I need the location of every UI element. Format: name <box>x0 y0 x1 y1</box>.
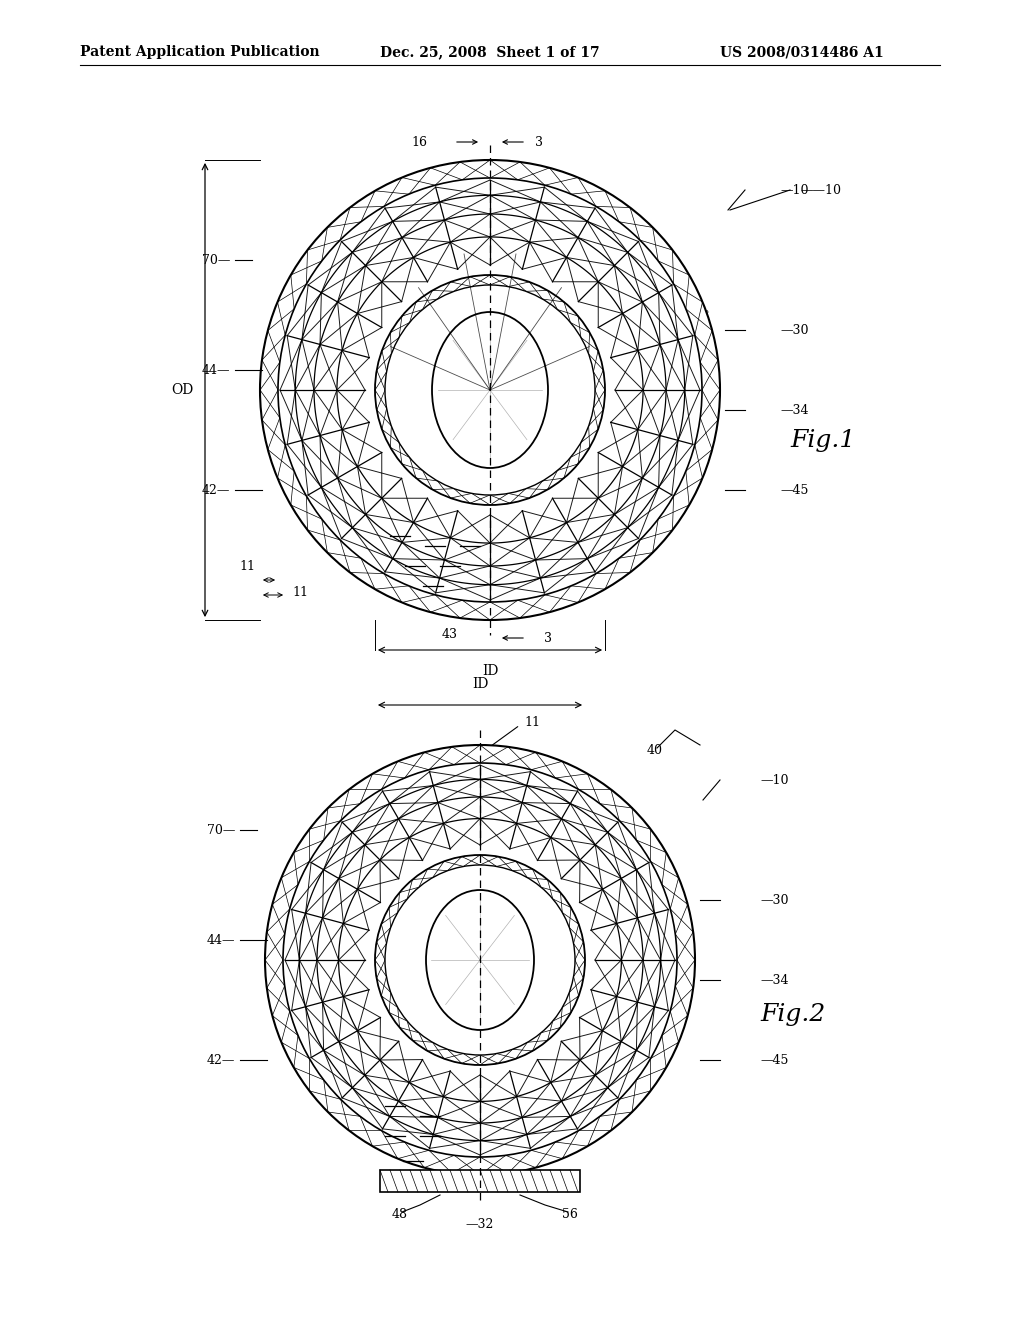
Text: 70—: 70— <box>202 253 230 267</box>
Text: OD: OD <box>171 383 193 397</box>
Ellipse shape <box>385 865 575 1055</box>
Text: 50: 50 <box>422 1123 438 1137</box>
Text: US 2008/0314486 A1: US 2008/0314486 A1 <box>720 45 884 59</box>
Text: ID: ID <box>482 664 499 678</box>
Text: 12: 12 <box>452 413 468 426</box>
Text: Patent Application Publication: Patent Application Publication <box>80 45 319 59</box>
Bar <box>380 1170 580 1192</box>
Text: 41: 41 <box>467 433 483 446</box>
Text: ID: ID <box>472 677 488 690</box>
Text: —45: —45 <box>780 483 808 496</box>
Ellipse shape <box>278 178 702 602</box>
Text: 50: 50 <box>408 553 423 566</box>
Text: 50: 50 <box>422 1104 438 1117</box>
Text: Fig.1: Fig.1 <box>790 429 855 451</box>
Text: tᵢ: tᵢ <box>540 374 548 387</box>
Text: —30: —30 <box>760 894 788 907</box>
Ellipse shape <box>260 160 720 620</box>
Text: 42—: 42— <box>202 483 230 496</box>
Text: 3: 3 <box>544 631 552 644</box>
Text: Dec. 25, 2008  Sheet 1 of 17: Dec. 25, 2008 Sheet 1 of 17 <box>380 45 600 59</box>
Text: 40: 40 <box>647 743 663 756</box>
Text: 60: 60 <box>427 363 443 376</box>
Text: 20: 20 <box>480 950 496 964</box>
Text: 50: 50 <box>406 1148 421 1162</box>
Text: 50: 50 <box>442 553 458 566</box>
Text: 14: 14 <box>660 513 676 527</box>
Text: 56: 56 <box>562 1209 578 1221</box>
Ellipse shape <box>265 744 695 1175</box>
Text: 11: 11 <box>508 832 524 845</box>
Text: 50: 50 <box>427 533 443 546</box>
Text: 60: 60 <box>417 939 433 952</box>
Ellipse shape <box>375 855 585 1065</box>
Text: 44—: 44— <box>207 933 234 946</box>
Text: 44—: 44— <box>202 363 230 376</box>
Text: 50: 50 <box>387 1093 402 1106</box>
Text: tₒ: tₒ <box>700 304 710 317</box>
Text: —34: —34 <box>760 974 788 986</box>
Text: 16: 16 <box>411 136 427 149</box>
Text: 24: 24 <box>502 273 518 286</box>
Ellipse shape <box>375 275 605 506</box>
Text: 23: 23 <box>502 939 518 952</box>
Text: 42—: 42— <box>207 1053 234 1067</box>
Text: 3: 3 <box>535 136 543 149</box>
Text: 48: 48 <box>392 1209 408 1221</box>
Text: —32: —32 <box>466 1218 495 1232</box>
Text: 23: 23 <box>512 363 528 376</box>
Text: —30: —30 <box>780 323 809 337</box>
Text: —10: —10 <box>760 774 788 787</box>
Text: —34: —34 <box>780 404 809 417</box>
Text: Fig.2: Fig.2 <box>760 1003 825 1027</box>
Text: 11: 11 <box>524 717 540 730</box>
Ellipse shape <box>385 285 595 495</box>
Text: —10: —10 <box>780 183 809 197</box>
Ellipse shape <box>283 763 677 1158</box>
Text: —45: —45 <box>760 1053 788 1067</box>
Text: ——10: ——10 <box>800 183 841 197</box>
Text: 11: 11 <box>239 561 255 573</box>
Text: 33: 33 <box>615 983 631 997</box>
Text: tₑ: tₑ <box>670 363 680 376</box>
Text: 58: 58 <box>527 1014 543 1027</box>
Text: 50: 50 <box>387 1123 402 1137</box>
Text: 24: 24 <box>493 854 508 866</box>
Text: 33: 33 <box>640 413 656 426</box>
Text: 70—: 70— <box>207 824 234 837</box>
Text: 50: 50 <box>392 524 408 536</box>
Text: 50: 50 <box>425 573 441 586</box>
Ellipse shape <box>432 312 548 469</box>
Text: 20: 20 <box>490 375 506 388</box>
Ellipse shape <box>426 890 534 1030</box>
Text: 11: 11 <box>292 586 308 598</box>
Text: 41: 41 <box>457 1008 473 1022</box>
Text: 12: 12 <box>442 989 458 1002</box>
Text: 43: 43 <box>442 628 458 642</box>
Text: 50: 50 <box>462 533 478 546</box>
